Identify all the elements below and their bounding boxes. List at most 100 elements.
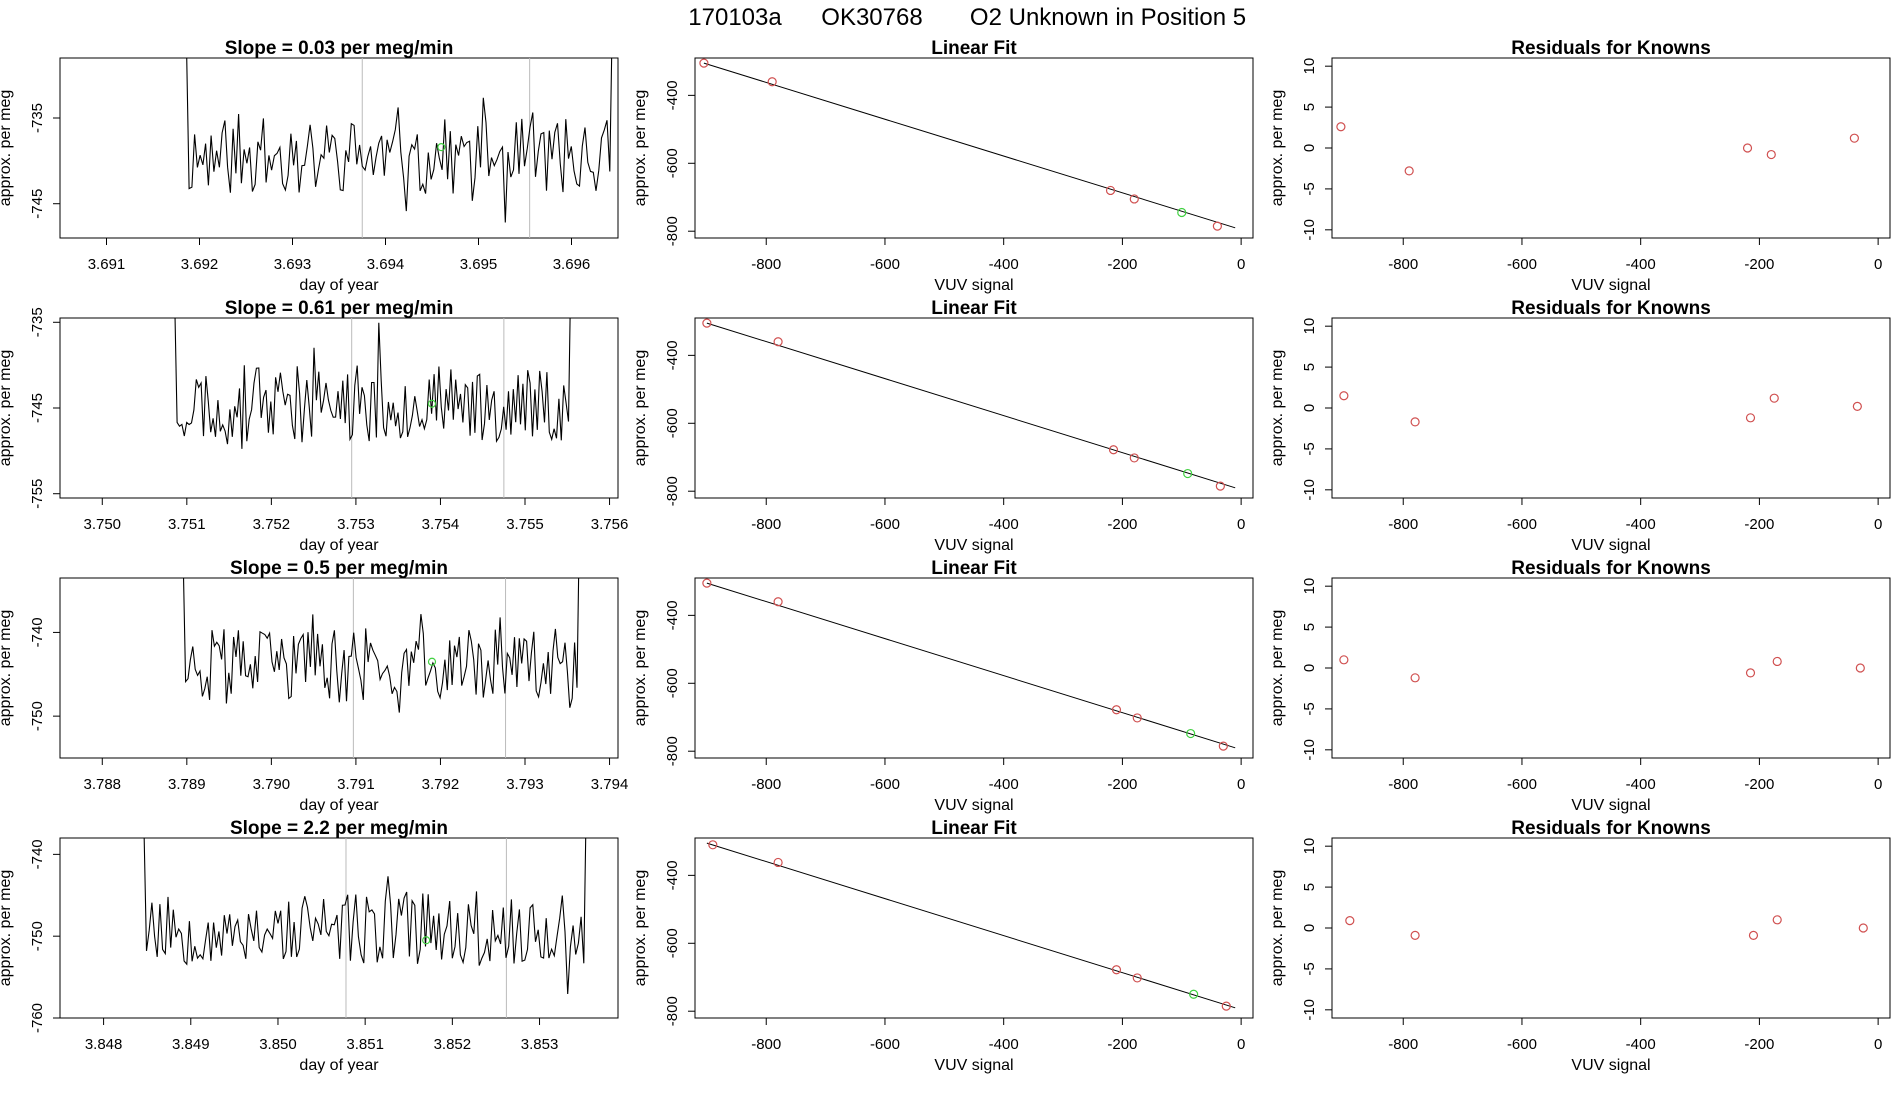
y-tick-label: -750 xyxy=(29,921,46,951)
known-point xyxy=(1745,668,1756,678)
y-tick-label: -10 xyxy=(1301,219,1318,241)
unknown-point xyxy=(1183,468,1193,479)
x-tick-label: 3.792 xyxy=(422,776,460,793)
x-tick-label: 0 xyxy=(1237,516,1245,533)
main-title-run: 170103a xyxy=(688,4,782,31)
x-tick-label: -800 xyxy=(1388,1036,1418,1053)
fit-line xyxy=(706,322,1236,489)
time-series-trace xyxy=(183,578,580,713)
panel-r2c1: Linear Fit VUV signal -800 -600 -400 -200 0 app… xyxy=(632,558,1254,814)
x-tick-label: 3.751 xyxy=(168,516,206,533)
data-layer xyxy=(1336,122,1859,176)
y-tick-label: -735 xyxy=(29,103,46,133)
panel-r3c0: Slope = 2.2 per meg/min day of year 3.848 3… xyxy=(0,818,619,1074)
unknown-marker xyxy=(437,143,446,152)
y-axis-label: approx. per meg xyxy=(1269,350,1286,467)
y-tick-label: -755 xyxy=(29,479,46,509)
y-tick-label: 10 xyxy=(1301,578,1318,595)
known-point xyxy=(1852,401,1862,411)
x-tick-label: -400 xyxy=(1626,1036,1656,1053)
y-tick-label: -400 xyxy=(664,860,681,890)
panel-r0c0: Slope = 0.03 per meg/min day of year 3.691… xyxy=(0,38,619,294)
y-tick-label: -800 xyxy=(664,216,681,246)
x-tick-label: -200 xyxy=(1107,1036,1137,1053)
x-tick-label: -800 xyxy=(751,516,781,533)
x-axis-label: day of year xyxy=(299,797,379,814)
panels: Slope = 0.03 per meg/min day of year 3.691… xyxy=(0,38,1891,1074)
panel-r2c0: Slope = 0.5 per meg/min day of year 3.788 3… xyxy=(0,558,629,814)
y-axis-label: approx. per meg xyxy=(0,870,14,987)
x-tick-label: 3.789 xyxy=(168,776,206,793)
panel-r2c2: Residuals for Knowns VUV signal -800 -600 -4… xyxy=(1269,558,1891,814)
y-axis-label: approx. per meg xyxy=(632,610,649,727)
y-tick-label: -5 xyxy=(1301,702,1318,715)
y-axis-label: approx. per meg xyxy=(0,610,14,727)
x-tick-label: -600 xyxy=(870,776,900,793)
plot-frame xyxy=(694,57,1254,239)
x-tick-label: -200 xyxy=(1744,516,1774,533)
x-tick-label: 3.750 xyxy=(83,516,121,533)
y-tick-label: -735 xyxy=(29,307,46,337)
y-tick-label: -5 xyxy=(1301,442,1318,455)
plot-frame xyxy=(59,57,619,239)
x-axis-label: day of year xyxy=(299,537,379,554)
x-tick-label: 0 xyxy=(1874,516,1882,533)
known-point xyxy=(1339,655,1349,665)
y-tick-label: -760 xyxy=(29,1003,46,1033)
data-layer xyxy=(183,578,580,758)
fit-line xyxy=(706,582,1236,749)
y-axis-label: approx. per meg xyxy=(632,350,649,467)
panel-r1c2: Residuals for Knowns VUV signal -800 -600 -4… xyxy=(1269,298,1891,554)
x-tick-label: 3.851 xyxy=(346,1036,384,1053)
x-tick-label: 3.850 xyxy=(259,1036,297,1053)
x-tick-label: 3.853 xyxy=(521,1036,559,1053)
fit-line xyxy=(706,842,1236,1009)
data-layer xyxy=(186,58,613,238)
known-point xyxy=(1132,713,1142,723)
known-point xyxy=(702,578,712,588)
x-tick-label: -400 xyxy=(1626,776,1656,793)
data-layer xyxy=(174,318,571,498)
data-layer xyxy=(706,840,1236,1011)
y-tick-label: -5 xyxy=(1301,182,1318,195)
panel-r1c0: Slope = 0.61 per meg/min day of year 3.750… xyxy=(0,298,628,554)
y-axis-label: approx. per meg xyxy=(1269,90,1286,207)
x-tick-label: 3.755 xyxy=(506,516,544,533)
data-layer xyxy=(1345,915,1868,940)
x-tick-label: 3.692 xyxy=(181,256,219,273)
x-tick-label: 0 xyxy=(1874,256,1882,273)
x-tick-label: -200 xyxy=(1107,516,1137,533)
x-tick-label: 3.695 xyxy=(460,256,498,273)
x-tick-label: 3.794 xyxy=(591,776,629,793)
x-tick-label: -600 xyxy=(870,1036,900,1053)
x-axis-label: VUV signal xyxy=(934,1057,1013,1074)
known-point xyxy=(773,597,783,607)
x-tick-label: -600 xyxy=(870,256,900,273)
unknown-marker xyxy=(422,936,431,945)
data-layer xyxy=(143,838,587,1018)
x-axis-label: VUV signal xyxy=(934,537,1013,554)
known-point xyxy=(1742,143,1753,153)
data-layer xyxy=(702,318,1236,491)
panel-title: Slope = 0.03 per meg/min xyxy=(225,38,454,59)
y-tick-label: -750 xyxy=(29,701,46,731)
known-point xyxy=(1132,973,1142,983)
known-point xyxy=(1129,453,1139,463)
main-title-tank: OK30768 xyxy=(821,4,922,31)
x-tick-label: 3.791 xyxy=(337,776,375,793)
known-point xyxy=(1111,705,1122,715)
x-tick-label: 3.691 xyxy=(88,256,126,273)
known-point xyxy=(1855,663,1865,673)
x-tick-label: -600 xyxy=(1507,1036,1537,1053)
panel-r0c1: Linear Fit VUV signal -800 -600 -400 -200 0 app… xyxy=(632,38,1254,294)
known-point xyxy=(1766,149,1776,160)
x-tick-label: -800 xyxy=(751,776,781,793)
data-layer xyxy=(1339,391,1862,427)
y-axis-label: approx. per meg xyxy=(1269,610,1286,727)
x-tick-label: 3.848 xyxy=(85,1036,123,1053)
y-axis-label: approx. per meg xyxy=(632,90,649,207)
y-tick-label: -740 xyxy=(29,839,46,869)
x-tick-label: 3.694 xyxy=(367,256,405,273)
y-axis-label: approx. per meg xyxy=(0,90,14,207)
y-tick-label: 5 xyxy=(1301,623,1318,631)
